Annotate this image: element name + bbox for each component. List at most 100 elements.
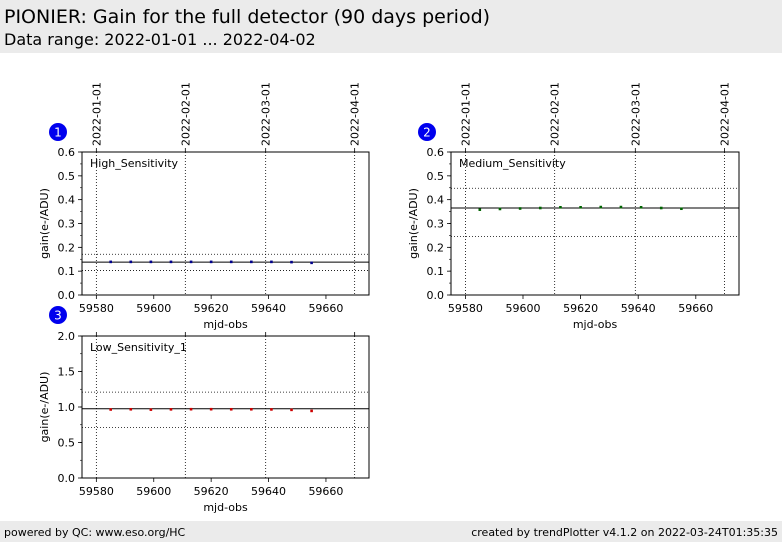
data-point xyxy=(149,260,153,264)
panel-badge-number: 2 xyxy=(423,126,431,140)
y-tick-label: 0.6 xyxy=(58,146,76,159)
date-tick-label: 2022-02-01 xyxy=(179,82,192,146)
chart-panel-1: 1 2022-01-01 2022-02-01 2022-03-01 2022-04-0… xyxy=(38,82,370,331)
x-tick-label: 59620 xyxy=(194,485,229,498)
x-tick-label: 59600 xyxy=(506,302,541,315)
y-tick-label: 0.5 xyxy=(58,170,76,183)
date-tick-label: 2022-01-01 xyxy=(90,82,103,146)
y-tick-label: 0.2 xyxy=(427,241,445,254)
y-tick-label: 0.6 xyxy=(427,146,445,159)
data-point xyxy=(680,207,683,211)
date-tick-label: 2022-04-01 xyxy=(719,82,732,146)
series-label: Low_Sensitivity_1 xyxy=(90,341,187,354)
data-point xyxy=(478,208,482,211)
data-point xyxy=(559,205,562,209)
y-tick-label: 0.0 xyxy=(427,289,445,302)
data-point xyxy=(518,207,522,210)
data-range-subtitle: Data range: 2022-01-01 ... 2022-04-02 xyxy=(4,30,316,49)
page-title: PIONIER: Gain for the full detector (90 … xyxy=(4,6,491,28)
x-tick-label: 59640 xyxy=(251,485,286,498)
data-point xyxy=(229,407,233,411)
data-point xyxy=(229,260,233,264)
plot-frame xyxy=(81,335,370,479)
data-point xyxy=(209,407,213,411)
panel-badge-number: 3 xyxy=(54,309,62,323)
data-point xyxy=(270,408,273,411)
x-tick-label: 59660 xyxy=(308,485,343,498)
y-axis-label: gain(e-/ADU) xyxy=(38,188,51,259)
data-point xyxy=(310,261,313,265)
data-point xyxy=(250,407,253,411)
x-tick-label: 59640 xyxy=(251,302,286,315)
data-point xyxy=(538,206,542,210)
data-point xyxy=(129,260,133,264)
x-tick-label: 59660 xyxy=(678,302,713,315)
series-label: High_Sensitivity xyxy=(90,157,179,170)
y-tick-label: 0.3 xyxy=(427,218,445,231)
data-point xyxy=(169,260,173,264)
panel-badge xyxy=(49,306,67,324)
footer-bar: powered by QC: www.eso.org/HC created by… xyxy=(0,521,782,542)
date-tick-label: 2022-02-01 xyxy=(549,82,562,146)
y-tick-label: 0.0 xyxy=(58,472,76,485)
data-point xyxy=(149,408,153,411)
chart-panel-3: 3 0.0 0.5 1.0 1.5 2.0 59580 59600 59620 59640 5966… xyxy=(38,306,370,514)
panel-badge xyxy=(49,123,67,141)
data-point xyxy=(498,207,502,211)
data-point xyxy=(109,260,112,264)
data-point xyxy=(129,407,133,411)
y-tick-label: 0.3 xyxy=(58,218,76,231)
y-tick-label: 0.1 xyxy=(427,265,445,278)
y-tick-label: 1.5 xyxy=(58,366,76,379)
data-point xyxy=(189,407,193,411)
footer-powered-by: powered by QC: www.eso.org/HC xyxy=(4,526,186,539)
data-point xyxy=(189,260,193,264)
x-tick-label: 59660 xyxy=(308,302,343,315)
y-tick-label: 0.2 xyxy=(58,241,76,254)
x-axis-label: mjd-obs xyxy=(573,318,618,331)
data-point xyxy=(659,206,663,210)
header-bar: PIONIER: Gain for the full detector (90 … xyxy=(0,0,782,53)
x-tick-label: 59580 xyxy=(79,485,114,498)
data-point xyxy=(639,205,643,209)
x-tick-label: 59620 xyxy=(194,302,229,315)
data-point xyxy=(270,260,273,264)
y-tick-label: 0.4 xyxy=(427,194,445,207)
y-axis-label: gain(e-/ADU) xyxy=(38,372,51,443)
panel-badge xyxy=(418,123,436,141)
x-axis-label: mjd-obs xyxy=(203,501,248,514)
date-tick-label: 2022-03-01 xyxy=(260,82,273,146)
data-point xyxy=(619,205,623,209)
data-point xyxy=(169,408,173,411)
plot-frame xyxy=(450,151,740,296)
y-tick-label: 0.4 xyxy=(58,194,76,207)
footer-created-by: created by trendPlotter v4.1.2 on 2022-0… xyxy=(471,526,778,539)
data-point xyxy=(290,260,293,264)
y-tick-label: 0.1 xyxy=(58,265,76,278)
data-point xyxy=(109,408,112,411)
date-tick-label: 2022-04-01 xyxy=(349,82,362,146)
data-point xyxy=(579,205,582,209)
y-tick-label: 2.0 xyxy=(58,330,76,343)
y-tick-label: 0.0 xyxy=(58,289,76,302)
x-tick-label: 59580 xyxy=(448,302,483,315)
x-tick-label: 59640 xyxy=(621,302,656,315)
data-point xyxy=(290,408,293,412)
x-tick-label: 59580 xyxy=(79,302,114,315)
date-tick-label: 2022-03-01 xyxy=(629,82,642,146)
data-point xyxy=(599,205,603,209)
x-tick-label: 59600 xyxy=(136,302,171,315)
data-point xyxy=(209,260,213,264)
data-point xyxy=(250,260,253,264)
y-axis-label: gain(e-/ADU) xyxy=(407,188,420,259)
panel-badge-number: 1 xyxy=(54,126,62,140)
data-point xyxy=(310,409,313,413)
plot-frame xyxy=(81,151,370,296)
y-tick-label: 0.5 xyxy=(427,170,445,183)
x-tick-label: 59600 xyxy=(136,485,171,498)
y-tick-label: 0.5 xyxy=(58,437,76,450)
y-tick-label: 1.0 xyxy=(58,401,76,414)
chart-panel-2: 2 2022-01-01 2022-02-01 2022-03-01 2022-04-0… xyxy=(407,82,740,331)
x-tick-label: 59620 xyxy=(563,302,598,315)
